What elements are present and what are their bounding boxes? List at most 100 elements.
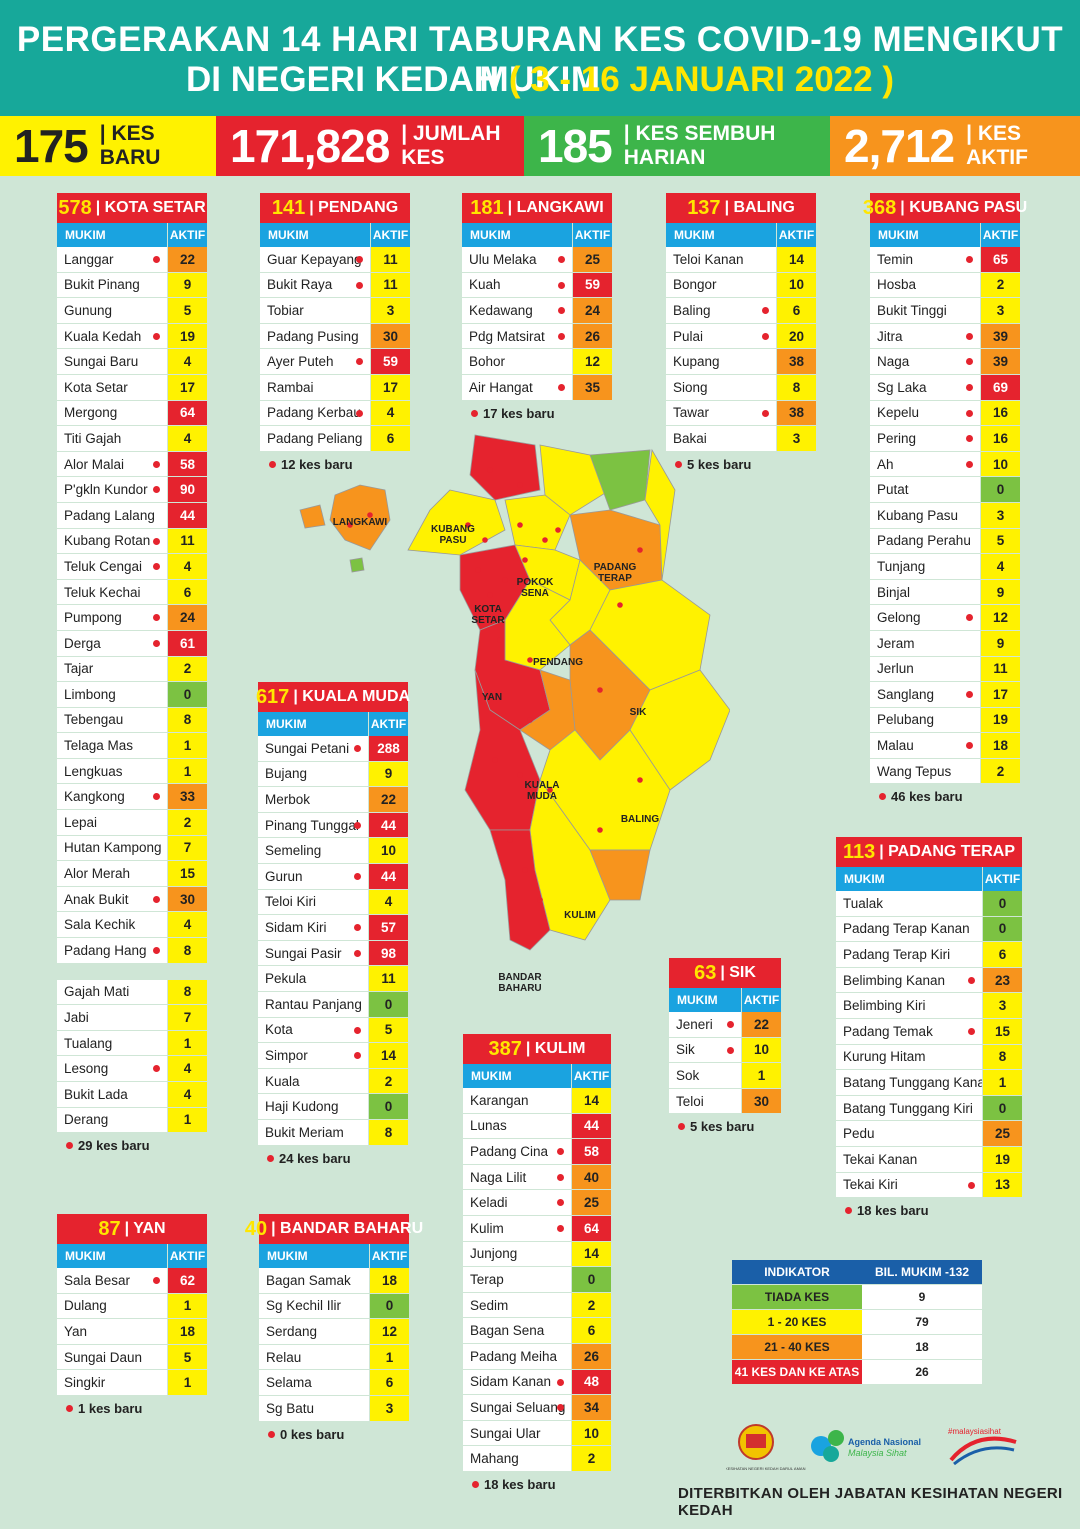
map-region	[589, 449, 651, 511]
new-case-dot-icon	[597, 687, 603, 693]
table-row: Teloi Kanan 14	[666, 247, 816, 273]
mukim-name: Jeneri	[669, 1012, 741, 1037]
new-case-dot-icon	[547, 787, 553, 793]
mukim-name: Selama	[259, 1370, 369, 1395]
table-row: Lunas 44	[463, 1113, 611, 1140]
table-row: Bakai 3	[666, 426, 816, 452]
table-row: Wang Tepus 2	[870, 758, 1020, 785]
district-panel-yan: 87 | YAN MUKIM AKTIF Sala Besar 62 Dulang 1 Yan 1…	[57, 1214, 207, 1416]
district-name: | SIK	[720, 964, 756, 981]
new-case-dot-icon	[507, 837, 513, 843]
stats-bar: 175 | KES BARU 171,828 | JUMLAH KES 185 | KES…	[0, 116, 1080, 176]
new-case-dot-icon	[675, 460, 682, 468]
district-header: 137 | BALING	[666, 193, 816, 223]
map-label: SIK	[630, 707, 647, 718]
mukim-name: Naga Lilit	[463, 1164, 571, 1190]
new-cases-note: 5 kes baru	[669, 1119, 781, 1134]
stat-value: 175	[14, 120, 89, 172]
mukim-name: Gunung	[57, 298, 167, 323]
table-row: Pdg Matsirat 26	[462, 323, 612, 350]
aktif-value: 1	[167, 1030, 207, 1056]
district-panel-kubangpasu: 368 | KUBANG PASU MUKIM AKTIF Temin 65 Hosba 2 B…	[863, 193, 1027, 804]
aktif-value: 40	[571, 1164, 611, 1190]
mukim-name: Naga	[870, 349, 980, 374]
mukim-name: Putat	[870, 477, 980, 502]
table-row: Junjong 14	[463, 1241, 611, 1268]
table-row: Alor Malai 58	[57, 451, 207, 478]
aktif-value: 9	[980, 630, 1020, 656]
malaysia-sihat-logo-icon: Agenda Nasional Malaysia Sihat	[811, 1430, 921, 1462]
aktif-value: 7	[167, 1005, 207, 1030]
district-name: | KUALA MUDA	[293, 688, 411, 705]
aktif-value: 3	[980, 298, 1020, 323]
mukim-name: Pelubang	[870, 707, 980, 733]
table-row: Padang Peliang 6	[260, 426, 410, 452]
map-region	[299, 504, 326, 529]
district-name: | LANGKAWI	[507, 199, 604, 216]
table-row: Padang Cina 58	[463, 1139, 611, 1165]
column-header: MUKIM AKTIF	[669, 988, 781, 1012]
new-case-dot-icon	[475, 567, 481, 573]
mukim-name: Bukit Lada	[57, 1082, 167, 1107]
new-case-dot-icon	[678, 1123, 685, 1131]
table-row: Padang Hang 8	[57, 938, 207, 964]
aktif-value: 18	[980, 733, 1020, 758]
aktif-value: 65	[980, 247, 1020, 272]
table-row: Sg Laka 69	[870, 374, 1020, 401]
mukim-name: Padang Kerbau	[260, 400, 370, 426]
aktif-value: 57	[368, 915, 408, 940]
mukim-name: Kubang Pasu	[870, 502, 980, 528]
legend-label: 21 - 40 KES	[732, 1335, 862, 1359]
aktif-value: 24	[167, 605, 207, 630]
table-row: Sidam Kanan 48	[463, 1369, 611, 1396]
mukim-name: Padang Pusing	[260, 323, 370, 349]
table-row: Haji Kudong 0	[258, 1094, 408, 1120]
mukim-name: Ulu Melaka	[462, 247, 572, 272]
aktif-value: 3	[370, 298, 410, 323]
new-cases-note: 5 kes baru	[666, 457, 816, 472]
table-row: Pering 16	[870, 426, 1020, 452]
col-mukim: MUKIM	[666, 223, 776, 247]
mukim-name: Jeram	[870, 630, 980, 656]
mukim-name: Derang	[57, 1107, 167, 1133]
table-row: Tualang 1	[57, 1030, 207, 1057]
table-row: Bongor 10	[666, 272, 816, 299]
new-case-dot-icon	[153, 563, 160, 571]
district-panel-sik: 63 | SIK MUKIM AKTIF Jeneri 22 Sik 10 Sok 1 Teloi 3…	[669, 958, 781, 1134]
aktif-value: 6	[167, 579, 207, 605]
mukim-name: Kota Setar	[57, 374, 167, 400]
table-row: Naga 39	[870, 349, 1020, 375]
state-name: DI NEGERI KEDAH	[186, 60, 500, 99]
table-row: Temin 65	[870, 247, 1020, 273]
footer: DITERBITKAN OLEH JABATAN KESIHATAN NEGER…	[678, 1485, 1063, 1519]
mukim-name: Bukit Meriam	[258, 1119, 368, 1145]
table-row: Hutan Kampong 7	[57, 835, 207, 862]
mukim-name: Pumpong	[57, 605, 167, 630]
table-row: Lengkuas 1	[57, 758, 207, 785]
aktif-value: 13	[982, 1172, 1022, 1198]
table-row: Gurun 44	[258, 863, 408, 890]
map-label: PENDANG	[533, 657, 583, 668]
table-row: Kepelu 16	[870, 400, 1020, 427]
mukim-name: Padang Peliang	[260, 426, 370, 451]
hashtag-logo-icon: #malaysiasihat	[948, 1427, 1017, 1466]
map-region	[644, 448, 676, 581]
new-case-dot-icon	[66, 1404, 73, 1412]
district-panel-bandarbaharu: 40 | BANDAR BAHARU MUKIM AKTIF Bagan Samak 18…	[245, 1214, 423, 1442]
legend-h2: BIL. MUKIM -132	[862, 1260, 982, 1284]
mukim-name: Teloi	[669, 1088, 741, 1114]
new-cases-note: 17 kes baru	[462, 406, 612, 421]
aktif-value: 4	[370, 400, 410, 426]
aktif-value: 33	[167, 784, 207, 810]
new-case-dot-icon	[354, 745, 361, 752]
table-row: Keladi 25	[463, 1190, 611, 1216]
new-case-dot-icon	[522, 867, 528, 873]
table-row: Selama 6	[259, 1370, 409, 1396]
mukim-name: Tekai Kiri	[836, 1172, 982, 1198]
mukim-name: Bohor	[462, 349, 572, 374]
new-case-dot-icon	[472, 1480, 479, 1488]
aktif-value: 16	[980, 426, 1020, 451]
mukim-name: Sik	[669, 1037, 741, 1063]
mukim-name: Hutan Kampong	[57, 835, 167, 861]
table-row: Siong 8	[666, 374, 816, 401]
